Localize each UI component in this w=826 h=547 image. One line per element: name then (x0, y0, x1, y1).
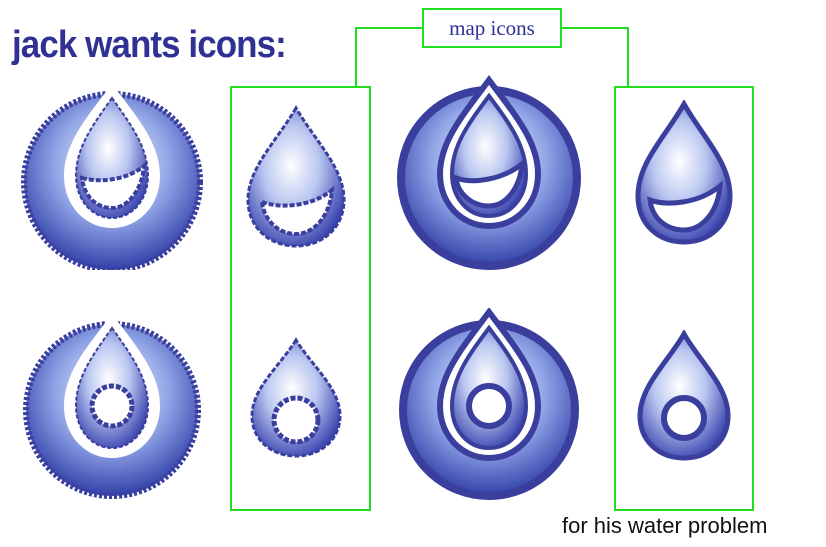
water-drop-clean-circle-icon (637, 330, 731, 461)
map-panel-left (230, 86, 371, 511)
map-icons-label: map icons (422, 8, 562, 48)
footer-caption: for his water problem (562, 513, 768, 538)
water-drop-clean-smile-icon (635, 100, 733, 245)
water-drop-ring-sketchy-circle-icon (23, 314, 201, 499)
water-drop-ring-clean-circle-icon (399, 308, 579, 500)
page-title: jack wants icons: (12, 24, 287, 66)
map-panel-right (614, 86, 754, 511)
water-drop-sketchy-smile-icon (246, 105, 346, 248)
water-drop-sketchy-circle-icon (250, 337, 342, 458)
water-drop-ring-sketchy-smile-icon (21, 84, 203, 270)
water-drop-ring-clean-smile-icon (397, 75, 581, 270)
